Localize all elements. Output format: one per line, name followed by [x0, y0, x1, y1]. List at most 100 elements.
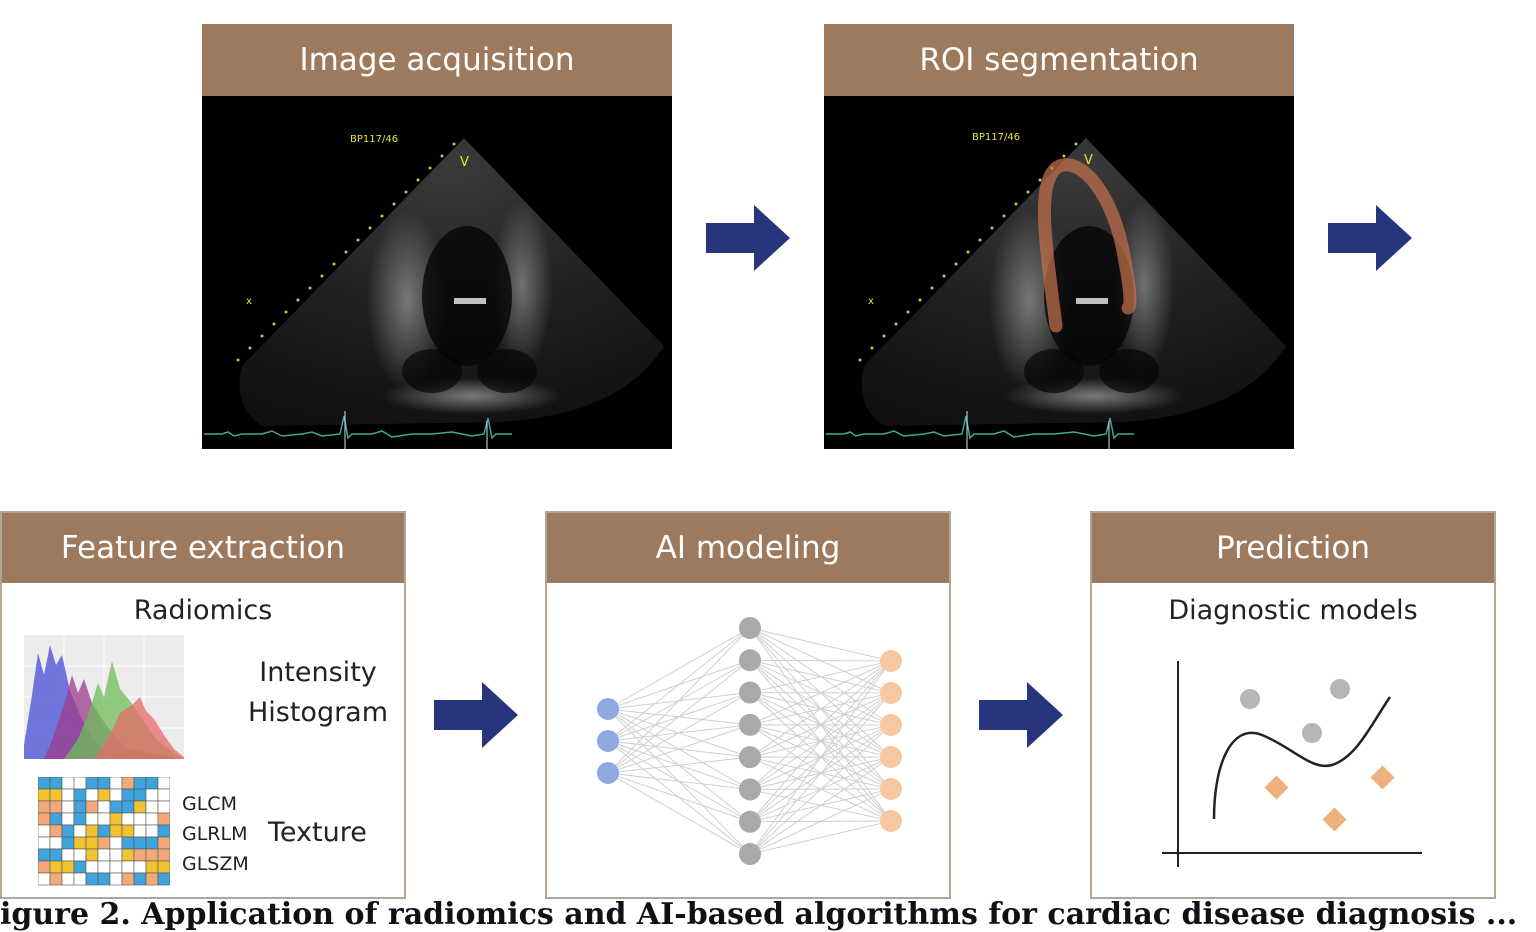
texture-cell — [122, 777, 134, 789]
bp-readout: BP117/46 — [350, 134, 398, 145]
roi-segmentation-title: ROI segmentation — [824, 24, 1294, 96]
texture-cell — [50, 801, 62, 813]
texture-cell — [50, 789, 62, 801]
input-node — [597, 698, 619, 720]
texture-cell — [86, 861, 98, 873]
texture-cell — [86, 801, 98, 813]
texture-cell — [74, 873, 86, 885]
input-node — [597, 762, 619, 784]
output-node — [880, 714, 902, 736]
texture-cell — [158, 837, 170, 849]
texture-cell — [122, 849, 134, 861]
texture-cell — [146, 837, 158, 849]
class-b-point — [1370, 765, 1394, 789]
texture-cell — [122, 825, 134, 837]
texture-cell — [110, 873, 122, 885]
output-node — [880, 810, 902, 832]
bp-readout: BP117/46 — [972, 132, 1020, 143]
texture-cell — [110, 777, 122, 789]
texture-cell — [62, 849, 74, 861]
network-connection — [750, 628, 891, 661]
hidden-node — [739, 746, 761, 768]
texture-cell — [38, 873, 50, 885]
texture-cell — [98, 861, 110, 873]
hidden-node — [739, 714, 761, 736]
texture-cell — [38, 813, 50, 825]
texture-cell — [134, 801, 146, 813]
class-a-point — [1330, 679, 1350, 699]
texture-cell — [134, 813, 146, 825]
hidden-node — [739, 811, 761, 833]
texture-cell — [134, 837, 146, 849]
texture-cell — [50, 849, 62, 861]
output-node — [880, 650, 902, 672]
texture-cell — [50, 837, 62, 849]
input-node — [597, 730, 619, 752]
texture-cell — [122, 861, 134, 873]
hidden-node — [739, 649, 761, 671]
texture-cell — [110, 813, 122, 825]
image-acquisition-panel: Image acquisition — [202, 24, 672, 449]
texture-cell — [158, 873, 170, 885]
output-node — [880, 778, 902, 800]
network-connection — [608, 773, 750, 822]
texture-cell — [146, 873, 158, 885]
prediction-panel: Prediction Diagnostic models — [1090, 511, 1496, 899]
texture-cell — [62, 873, 74, 885]
feature-extraction-panel: Feature extraction Radiomics Intensity H… — [0, 511, 406, 899]
network-connection — [608, 628, 750, 741]
texture-cell — [98, 777, 110, 789]
image-acquisition-title: Image acquisition — [202, 24, 672, 96]
texture-cell — [146, 777, 158, 789]
texture-cell — [122, 801, 134, 813]
texture-cell — [50, 861, 62, 873]
texture-cell — [74, 813, 86, 825]
texture-cell — [158, 789, 170, 801]
echocardiogram-image: BP117/46 V x — [202, 96, 672, 449]
roi-segmentation-panel: ROI segmentation — [824, 24, 1294, 449]
texture-cell — [134, 861, 146, 873]
echo-svg-1: BP117/46 V x — [202, 96, 672, 449]
texture-cell — [98, 837, 110, 849]
histogram-icon — [24, 635, 184, 759]
class-a-point — [1240, 689, 1260, 709]
x-marker: x — [868, 296, 874, 307]
texture-cell — [38, 837, 50, 849]
texture-cell — [38, 825, 50, 837]
diagnostic-models-label: Diagnostic models — [1092, 595, 1494, 626]
texture-cell — [38, 849, 50, 861]
texture-cell — [74, 789, 86, 801]
network-connection — [608, 628, 750, 773]
texture-cell — [86, 777, 98, 789]
texture-cell — [110, 789, 122, 801]
texture-cell — [122, 837, 134, 849]
neural-network-icon — [547, 583, 949, 899]
texture-cell — [62, 789, 74, 801]
texture-cell — [146, 825, 158, 837]
texture-cell — [146, 849, 158, 861]
output-node — [880, 682, 902, 704]
output-node — [880, 746, 902, 768]
ai-modeling-panel: AI modeling — [545, 511, 951, 899]
ai-modeling-title: AI modeling — [547, 513, 949, 583]
texture-method-glszm: GLSZM — [182, 849, 249, 879]
intensity-label: Intensity — [238, 653, 398, 693]
texture-cell — [98, 849, 110, 861]
class-a-point — [1302, 723, 1322, 743]
texture-cell — [146, 813, 158, 825]
network-connection — [608, 773, 750, 789]
texture-cell — [134, 777, 146, 789]
texture-cell — [62, 777, 74, 789]
figure-caption: igure 2. Application of radiomics and AI… — [0, 898, 1517, 932]
network-connection — [608, 628, 750, 709]
network-connection — [750, 660, 891, 661]
texture-cell — [62, 801, 74, 813]
texture-cell — [110, 861, 122, 873]
hidden-node — [739, 617, 761, 639]
network-connection — [750, 757, 891, 854]
texture-cell — [110, 801, 122, 813]
texture-cell — [146, 861, 158, 873]
texture-cell — [38, 777, 50, 789]
segmented-echocardiogram-image: BP117/46 V x — [824, 96, 1294, 449]
texture-methods: GLCM GLRLM GLSZM — [182, 789, 249, 879]
